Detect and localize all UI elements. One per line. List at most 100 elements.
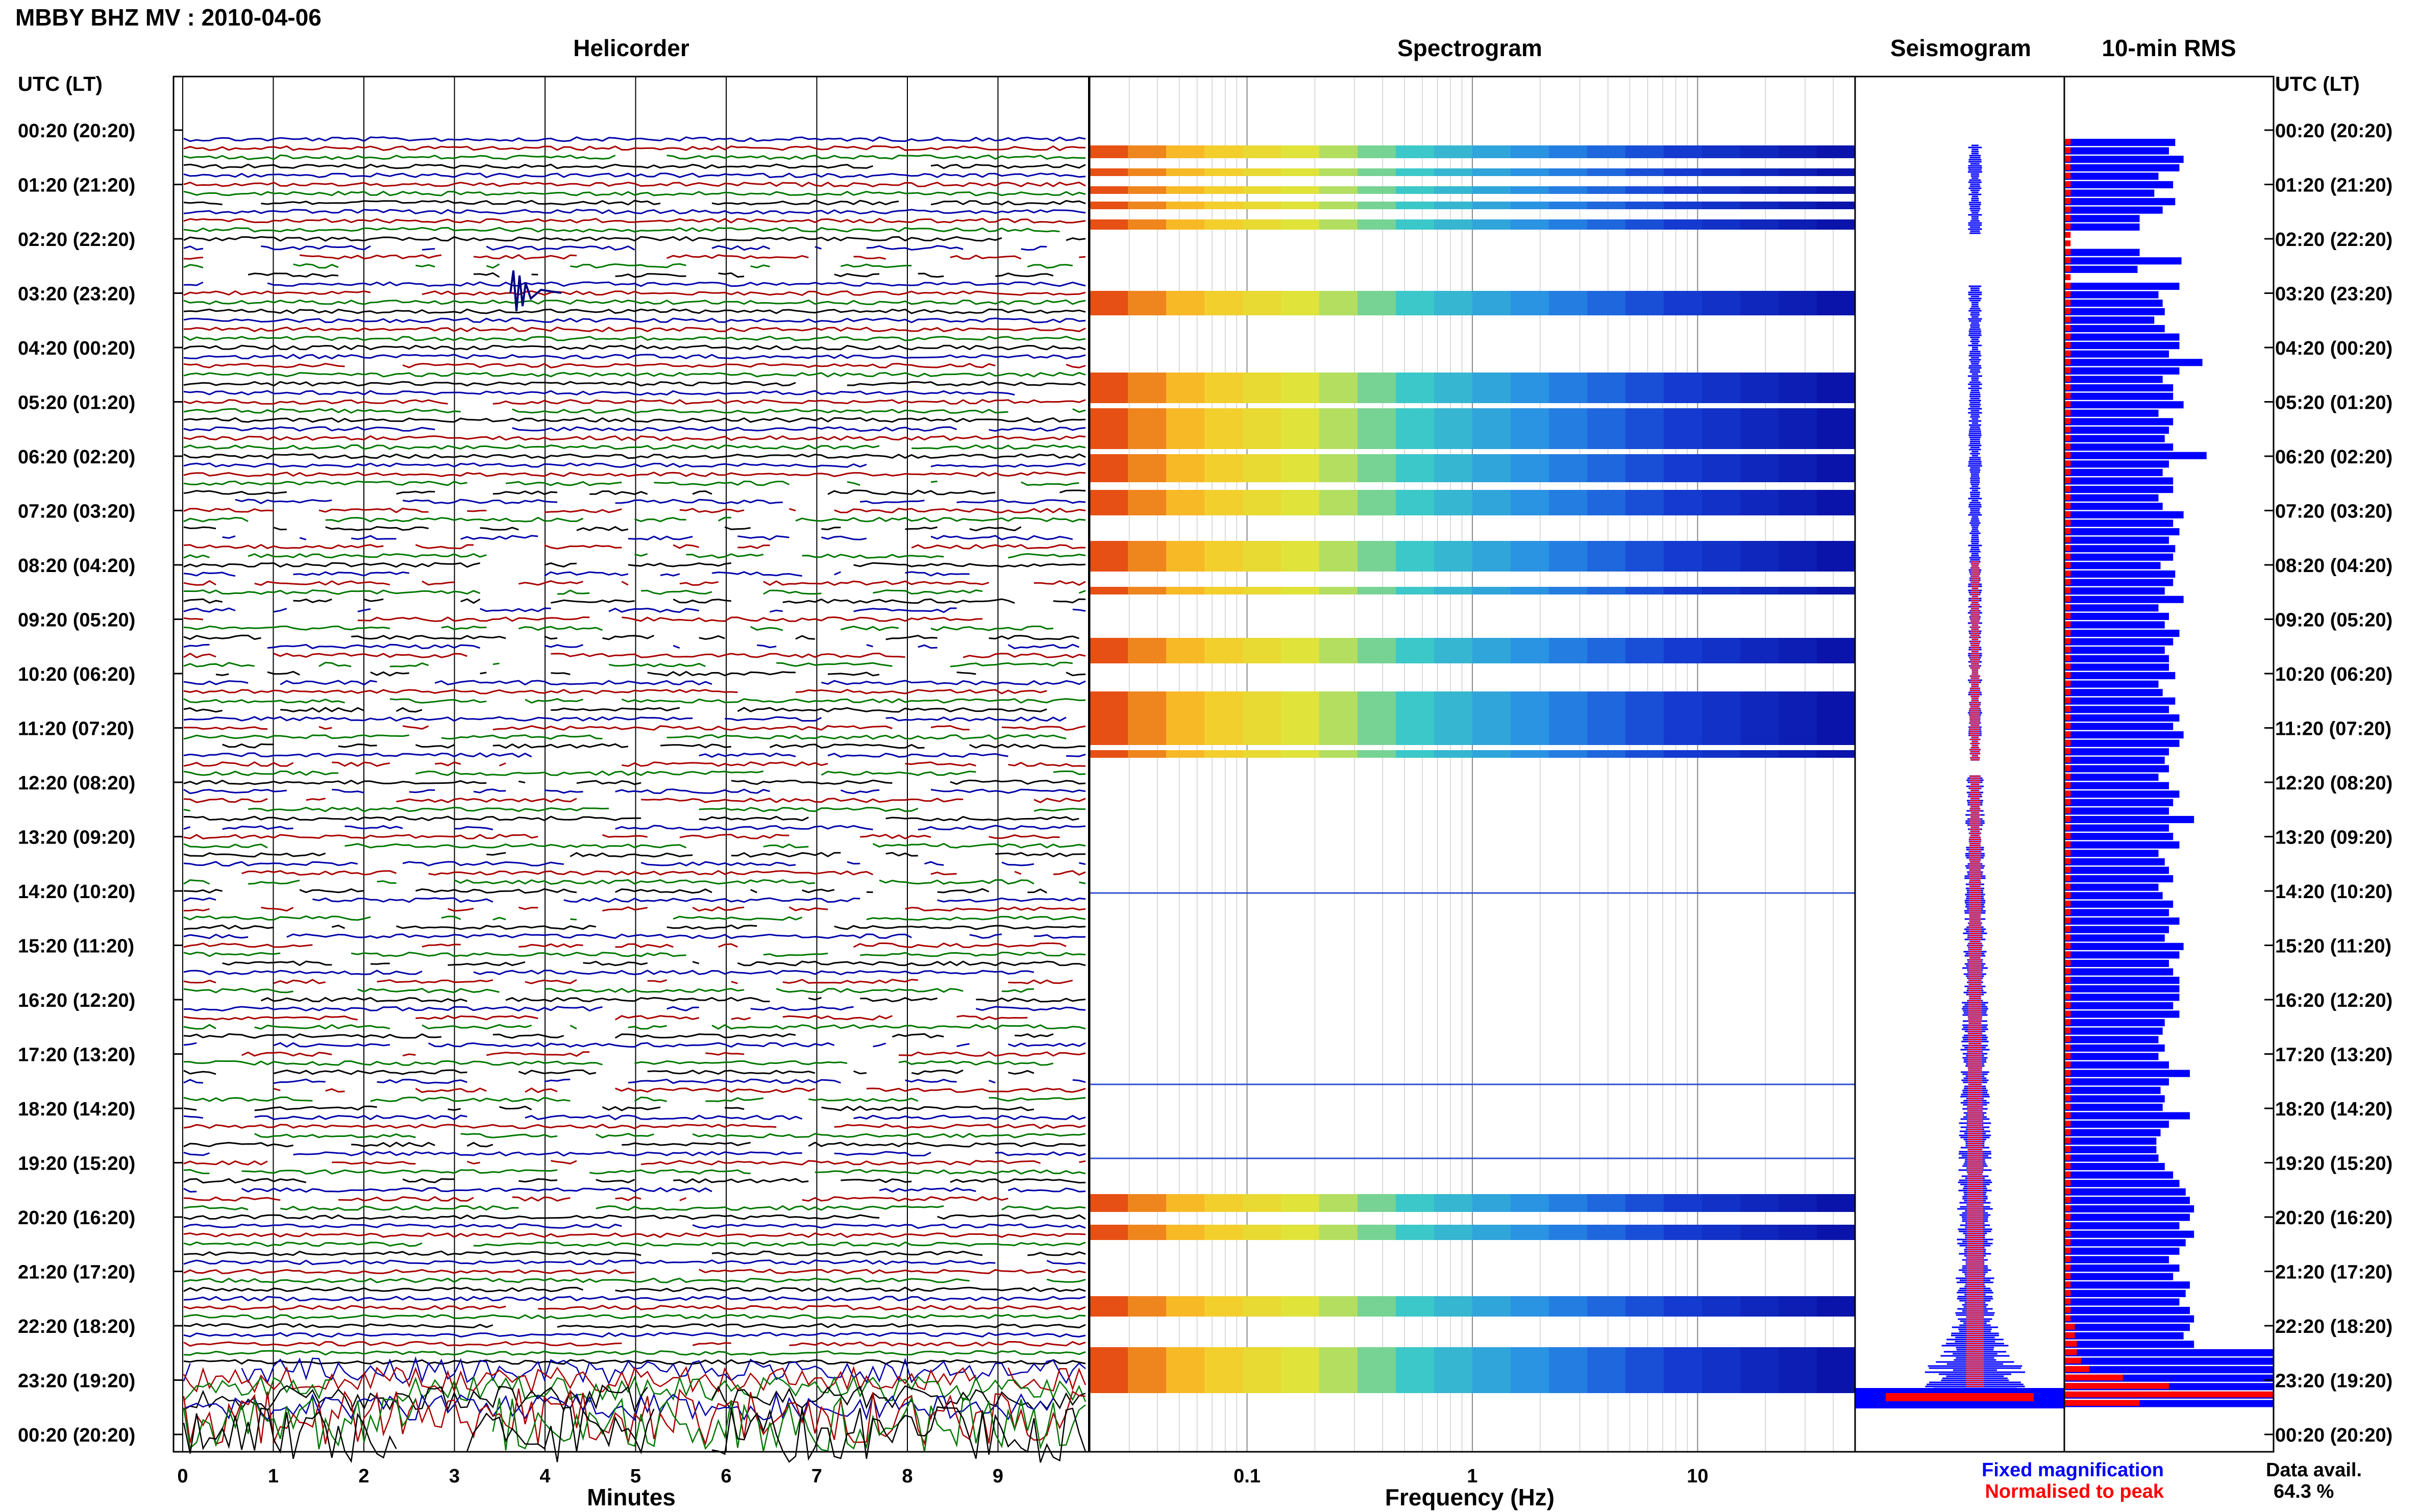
rms-fixed-bar — [2064, 782, 2169, 789]
rms-fixed-bar — [2064, 1222, 2180, 1230]
helicorder-trace — [183, 1406, 1087, 1464]
rms-fixed-bar — [2064, 917, 2180, 925]
rms-normalised-bar — [2064, 1256, 2071, 1262]
helicorder-trace — [184, 971, 1085, 975]
helicorder-trace — [184, 391, 1085, 395]
spectrogram-cell — [1625, 1347, 1664, 1393]
rms-normalised-bar — [2064, 663, 2071, 670]
spectrogram-cell — [1434, 373, 1473, 403]
rms-normalised-bar — [2064, 883, 2071, 890]
rms-fixed-bar — [2064, 198, 2176, 206]
spectrogram-cell — [1357, 1225, 1396, 1240]
time-tick-label-right: 21:20 (17:20) — [2275, 1262, 2392, 1283]
spectrogram-cell — [1817, 408, 1856, 449]
spectrogram-cell — [1472, 691, 1511, 745]
spectrogram-cell — [1166, 454, 1205, 482]
spectrogram-cell — [1702, 638, 1741, 663]
rms-normalised-bar — [2064, 316, 2071, 323]
spectrogram-cell — [1740, 1347, 1779, 1393]
spectrogram-cell — [1511, 291, 1549, 315]
time-tick-label-right: 08:20 (04:20) — [2275, 555, 2392, 577]
rms-fixed-bar — [2064, 1137, 2157, 1145]
spectrogram-cell — [1128, 1296, 1167, 1317]
rms-fixed-bar — [2064, 900, 2174, 908]
spectrogram-cell — [1319, 168, 1358, 176]
rms-fixed-bar — [2064, 1213, 2190, 1221]
time-header-right: UTC (LT) — [2275, 73, 2360, 95]
spectrogram-cell — [1166, 186, 1205, 194]
spectrogram-cell — [1625, 202, 1664, 209]
spectrogram-cell — [1664, 186, 1702, 194]
spectrogram-cell — [1625, 587, 1664, 594]
spectrogram-cell — [1357, 454, 1396, 482]
time-tick-label-right: 19:20 (15:20) — [2275, 1153, 2392, 1175]
rms-fixed-bar — [2064, 1281, 2190, 1289]
rms-fixed-bar — [2064, 850, 2159, 857]
rms-normalised-bar — [2064, 1188, 2071, 1195]
rms-normalised-bar — [2064, 376, 2071, 382]
rms-normalised-bar — [2064, 850, 2071, 856]
helicorder-trace — [183, 861, 1086, 867]
helicorder-trace — [274, 1087, 1086, 1094]
spectrogram-cell — [1625, 1194, 1664, 1212]
rms-fixed-bar — [2064, 553, 2174, 561]
spectrogram-cell — [1779, 1225, 1817, 1240]
rms-fixed-bar — [2064, 1162, 2165, 1171]
time-tick-label-right: 18:20 (14:20) — [2275, 1099, 2392, 1120]
rms-fixed-bar — [2064, 206, 2163, 214]
spectrogram-cell — [1090, 638, 1128, 663]
rms-normalised-bar — [2064, 1044, 2071, 1051]
spectrogram-cell — [1740, 638, 1779, 663]
helicorder-trace — [183, 1159, 1086, 1166]
spectrogram-cell — [1740, 373, 1779, 403]
rms-fixed-bar — [2064, 1112, 2190, 1120]
spectrogram-cell — [1243, 1347, 1281, 1393]
spectrogram-cell — [1128, 454, 1167, 482]
spectrogram-cell — [1281, 145, 1320, 158]
helicorder-trace — [183, 897, 1086, 903]
helicorder-trace — [183, 417, 1086, 423]
rms-fixed-bar — [2064, 435, 2165, 442]
spectrogram-cell — [1740, 587, 1779, 594]
rms-fixed-bar — [2064, 1171, 2174, 1179]
spectrogram-cell — [1817, 587, 1856, 594]
spectrogram-cell — [1511, 750, 1549, 758]
spectrogram-cell — [1090, 541, 1128, 572]
rms-fixed-bar — [2064, 739, 2180, 747]
time-tick-label-left: 07:20 (03:20) — [18, 501, 135, 523]
time-tick-label-right: 14:20 (10:20) — [2275, 881, 2392, 903]
rms-normalised-bar — [2064, 866, 2071, 873]
rms-normalised-bar — [2064, 1121, 2071, 1127]
rms-normalised-bar — [2064, 977, 2071, 983]
rms-fixed-bar — [2064, 612, 2169, 620]
helicorder-trace — [183, 1169, 1086, 1175]
spectrogram-cell — [1166, 1296, 1205, 1317]
time-tick-label-left: 13:20 (09:20) — [18, 827, 135, 849]
rms-normalised-bar — [2064, 1086, 2071, 1093]
time-tick-label-right: 11:20 (07:20) — [2275, 718, 2391, 740]
spectrogram-cell — [1702, 408, 1741, 449]
rms-normalised-bar — [2064, 232, 2071, 238]
spectrogram-cell — [1319, 1296, 1358, 1317]
spectrogram-cell — [1319, 1225, 1358, 1240]
helicorder-trace — [183, 1142, 1086, 1148]
spectrogram-cell — [1281, 219, 1320, 230]
spectrogram-cell — [1243, 1194, 1281, 1212]
spectrogram-cell — [1511, 691, 1549, 745]
spectrogram-cell — [1817, 454, 1856, 482]
rms-normalised-bar — [2064, 1230, 2071, 1237]
rms-fixed-bar — [2064, 486, 2174, 493]
spectrogram-cell — [1434, 168, 1473, 176]
spectrogram-cell — [1549, 408, 1588, 449]
availability-label: Data avail. — [2266, 1459, 2362, 1481]
rms-normalised-bar — [2064, 1137, 2071, 1144]
spectrogram-cell — [1472, 1225, 1511, 1240]
rms-normalised-bar — [2064, 782, 2071, 788]
helicorder-trace — [183, 779, 1086, 785]
rms-normalised-bar — [2064, 756, 2071, 763]
spectrogram-cell — [1511, 541, 1549, 572]
rms-fixed-bar — [2064, 1357, 2274, 1365]
spectrogram-cell — [1166, 691, 1205, 745]
spectrogram-cell — [1472, 587, 1511, 594]
helicorder-trace — [183, 979, 1073, 984]
